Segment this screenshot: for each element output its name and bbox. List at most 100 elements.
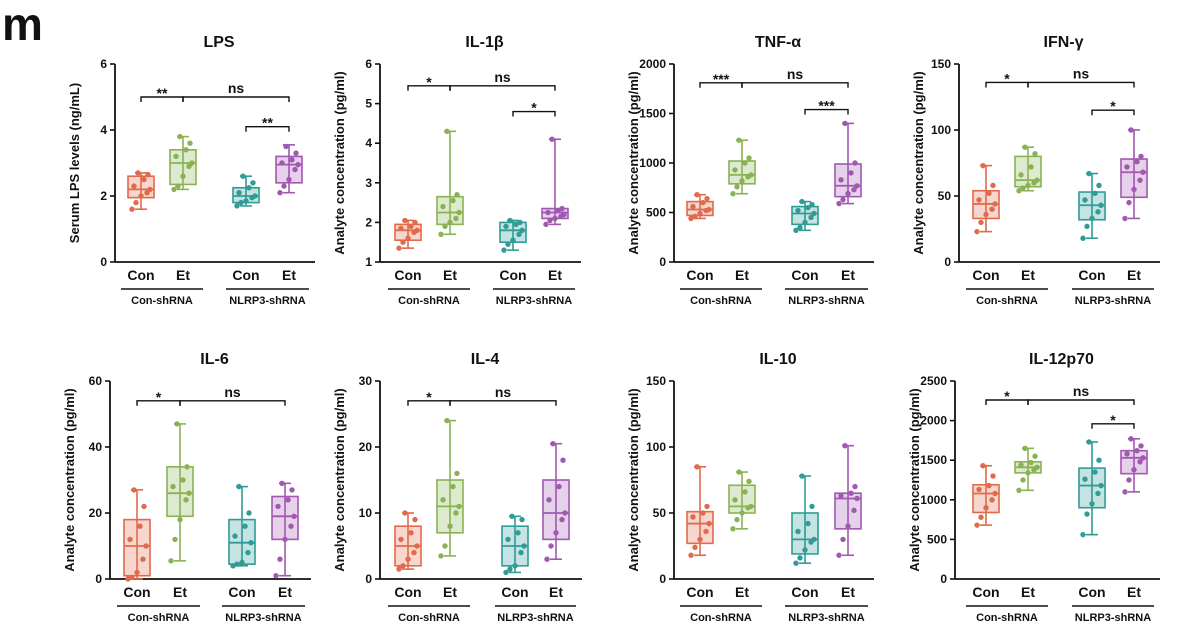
box-con-0 xyxy=(394,510,422,572)
y-tick-label: 30 xyxy=(359,374,373,388)
significance-label: ns xyxy=(228,80,245,96)
data-point xyxy=(746,478,752,485)
data-point xyxy=(838,493,844,499)
data-point xyxy=(706,206,712,213)
data-point xyxy=(550,441,556,447)
data-point xyxy=(519,516,525,523)
data-point xyxy=(145,171,151,178)
data-point xyxy=(700,199,706,206)
data-point xyxy=(246,510,252,516)
data-point xyxy=(1080,531,1086,538)
data-point xyxy=(836,552,842,558)
significance-label: ** xyxy=(157,85,168,101)
data-point xyxy=(283,143,289,150)
y-tick-label: 0 xyxy=(365,572,372,586)
data-point xyxy=(1096,182,1102,189)
y-tick-label: 4 xyxy=(100,123,107,137)
data-point xyxy=(978,514,984,520)
section-label: NLRP3-shRNA xyxy=(229,295,305,307)
data-point xyxy=(447,219,453,226)
significance-label: * xyxy=(156,389,162,405)
data-point xyxy=(286,176,292,183)
plot-grid: LPS Serum LPS levels (ng/mL) 0 2 4 6 Con Et Con E… xyxy=(62,34,1160,624)
data-point xyxy=(140,556,146,562)
data-point xyxy=(281,183,287,189)
data-point xyxy=(992,201,998,207)
data-point xyxy=(513,221,519,228)
significance-label: ns xyxy=(495,384,512,400)
data-point xyxy=(245,549,251,556)
data-point xyxy=(989,206,995,212)
data-point xyxy=(1034,177,1040,183)
data-point xyxy=(980,162,986,169)
data-point xyxy=(809,503,815,510)
data-point xyxy=(289,487,295,493)
data-point xyxy=(288,523,294,529)
significance-bracket xyxy=(1091,109,1135,116)
data-point xyxy=(507,217,513,224)
data-point xyxy=(1128,436,1134,442)
data-point xyxy=(1126,477,1132,483)
x-group-label: Et xyxy=(443,267,457,283)
data-point xyxy=(400,239,406,245)
x-group-label: Con xyxy=(232,267,259,283)
y-tick-label: 1500 xyxy=(639,107,666,121)
data-point xyxy=(811,536,817,543)
y-tick-label: 1000 xyxy=(639,156,666,170)
data-point xyxy=(1080,235,1086,241)
data-point xyxy=(1086,439,1092,445)
data-point xyxy=(398,225,404,232)
section-label: Con-shRNA xyxy=(398,612,460,624)
data-point xyxy=(742,160,748,166)
data-point xyxy=(1124,451,1130,457)
data-point xyxy=(704,503,710,510)
data-point xyxy=(1032,453,1038,459)
chart-0: LPS Serum LPS levels (ng/mL) 0 2 4 6 Con Et Con E… xyxy=(67,34,315,307)
data-point xyxy=(398,536,404,543)
x-group-label: Con xyxy=(394,267,421,283)
y-tick-label: 0 xyxy=(940,572,947,586)
data-point xyxy=(808,214,814,221)
box-con-2 xyxy=(791,198,819,234)
data-point xyxy=(1082,476,1088,482)
data-point xyxy=(518,549,524,556)
data-point xyxy=(444,417,450,424)
data-point xyxy=(1140,169,1146,175)
chart-title: IL-4 xyxy=(471,351,500,368)
data-point xyxy=(1124,164,1130,170)
box-et-1 xyxy=(1014,144,1042,194)
data-point xyxy=(805,520,811,527)
y-tick-label: 0 xyxy=(95,572,102,586)
box-con-2 xyxy=(791,473,819,566)
box-et-1 xyxy=(166,421,194,564)
section-label: Con-shRNA xyxy=(128,612,190,624)
data-point xyxy=(505,536,511,543)
data-point xyxy=(1131,467,1137,473)
data-point xyxy=(986,190,992,197)
data-point xyxy=(186,490,192,496)
data-point xyxy=(450,483,456,490)
data-point xyxy=(507,566,513,572)
data-point xyxy=(1089,501,1095,507)
data-point xyxy=(189,160,195,166)
data-point xyxy=(183,497,189,503)
data-point xyxy=(408,530,414,536)
data-point xyxy=(983,505,989,511)
significance-bracket xyxy=(179,400,286,406)
box-et-1 xyxy=(436,417,464,559)
data-point xyxy=(510,237,516,243)
data-point xyxy=(238,199,244,206)
data-point xyxy=(402,510,408,516)
y-axis-label: Analyte concentration (pg/ml) xyxy=(626,71,641,254)
data-point xyxy=(986,482,992,489)
y-tick-label: 1000 xyxy=(920,493,947,507)
data-point xyxy=(133,199,139,206)
data-point xyxy=(1020,185,1026,191)
box-con-2 xyxy=(1078,170,1106,241)
box-et-3 xyxy=(271,480,299,579)
significance-label: ns xyxy=(224,384,241,400)
data-point xyxy=(559,516,565,523)
data-point xyxy=(1020,477,1026,483)
data-point xyxy=(1134,158,1140,165)
